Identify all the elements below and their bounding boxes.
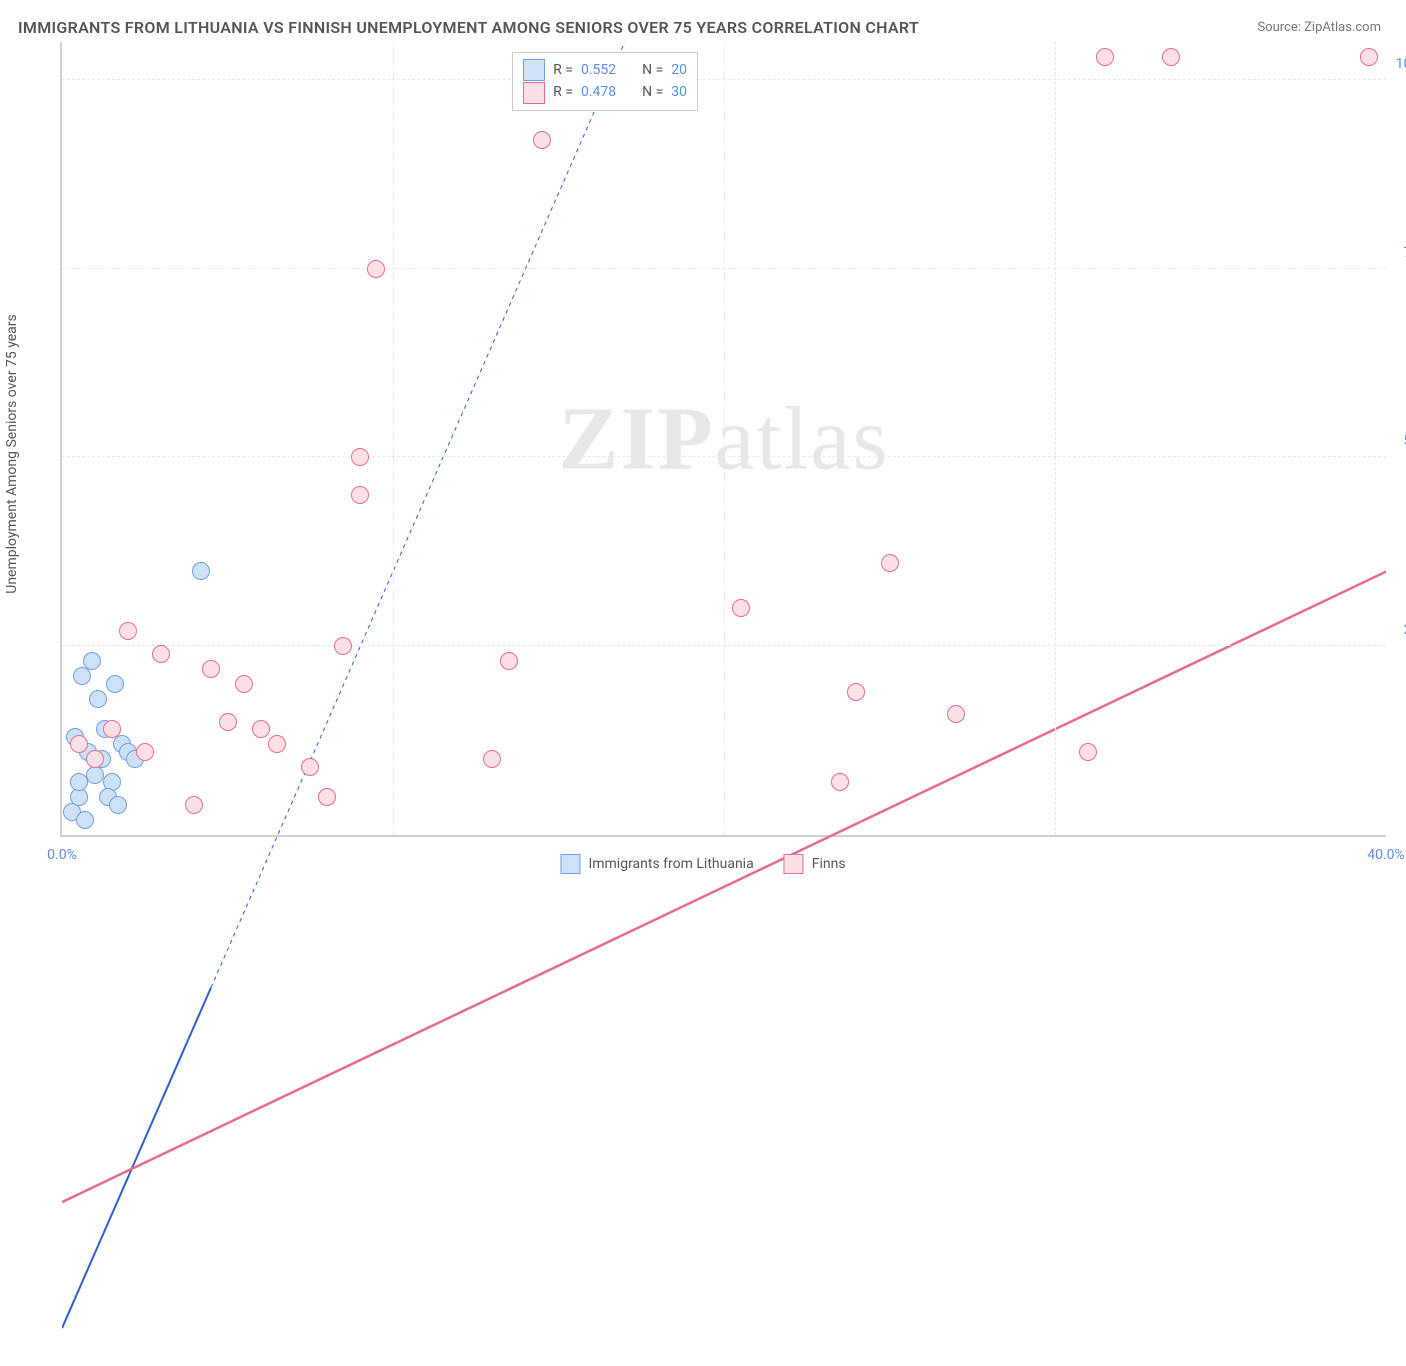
scatter-point [152,645,170,663]
scatter-point [301,758,319,776]
grid-line-vertical [393,42,394,835]
scatter-point [219,713,237,731]
scatter-point [533,131,551,149]
chart-title: IMMIGRANTS FROM LITHUANIA VS FINNISH UNE… [18,18,919,37]
scatter-point [1162,48,1180,66]
scatter-point [192,562,210,580]
scatter-point [483,750,501,768]
watermark-zip: ZIP [559,389,715,488]
scatter-point [831,773,849,791]
grid-line-vertical [1055,42,1056,835]
scatter-point [136,743,154,761]
scatter-point [1096,48,1114,66]
scatter-point [732,599,750,617]
legend-swatch [523,59,545,81]
scatter-point [1079,743,1097,761]
correlation-legend-row: R = 0.478 N = 30 [523,81,687,103]
scatter-point [73,667,91,685]
legend-label: Immigrants from Lithuania [588,856,753,872]
scatter-point [334,637,352,655]
scatter-point [76,811,94,829]
trend-line [62,988,211,1328]
y-tick-label: 100.0% [1396,56,1406,72]
trend-line [211,42,625,988]
scatter-point [351,486,369,504]
scatter-point [847,683,865,701]
y-axis-label: Unemployment Among Seniors over 75 years [4,314,20,594]
correlation-legend: R = 0.552 N = 20 R = 0.478 N = 30 [512,52,698,111]
grid-line-vertical [724,42,725,835]
scatter-point [881,554,899,572]
scatter-point [86,750,104,768]
source-value: ZipAtlas.com [1304,20,1381,35]
scatter-point [252,720,270,738]
n-value: 30 [671,81,687,103]
r-label: R = [553,59,573,81]
scatter-point [235,675,253,693]
scatter-point [106,675,124,693]
watermark-atlas: atlas [715,389,890,488]
x-tick-label: 0.0% [47,847,77,863]
scatter-point [268,735,286,753]
scatter-point [119,622,137,640]
scatter-point [70,735,88,753]
legend-item: Immigrants from Lithuania [560,854,753,874]
n-label: N = [642,81,663,103]
chart-area: ZIPatlas 25.0%50.0%75.0%100.0%0.0%40.0%R… [60,42,1386,837]
r-value: 0.478 [581,81,616,103]
scatter-point [367,260,385,278]
source-label: Source: [1257,20,1300,35]
scatter-point [89,690,107,708]
scatter-point [103,720,121,738]
legend-swatch [523,82,545,104]
scatter-point [318,788,336,806]
x-tick-label: 40.0% [1367,847,1405,863]
correlation-legend-row: R = 0.552 N = 20 [523,59,687,81]
scatter-point [109,796,127,814]
r-label: R = [553,81,573,103]
scatter-point [500,652,518,670]
scatter-point [947,705,965,723]
legend-swatch [784,854,804,874]
r-value: 0.552 [581,59,616,81]
plot-region: ZIPatlas 25.0%50.0%75.0%100.0%0.0%40.0%R… [60,42,1386,837]
scatter-point [70,773,88,791]
scatter-point [202,660,220,678]
scatter-point [351,448,369,466]
n-label: N = [642,59,663,81]
scatter-point [185,796,203,814]
scatter-point [83,652,101,670]
source-attribution: Source: ZipAtlas.com [1257,20,1381,35]
n-value: 20 [671,59,687,81]
legend-swatch [560,854,580,874]
legend-bottom: Immigrants from Lithuania Finns [560,854,845,874]
scatter-point [1360,48,1378,66]
legend-label: Finns [812,856,846,872]
legend-item: Finns [784,854,846,874]
